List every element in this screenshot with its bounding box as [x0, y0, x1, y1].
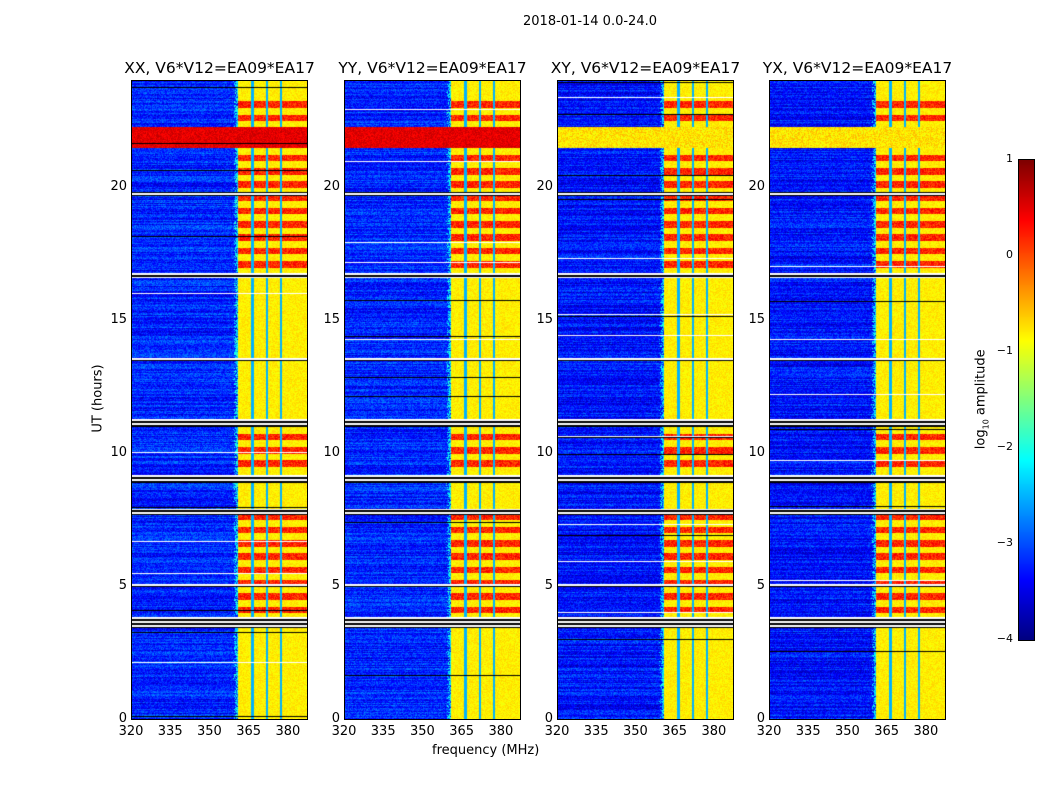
panel-title: XY, V6*V12=EA09*EA17 — [550, 59, 741, 77]
waterfall-panel — [557, 80, 734, 720]
x-tick-label: 320 — [756, 724, 782, 739]
y-tick-label: 20 — [748, 178, 765, 194]
x-tick-label: 380 — [275, 724, 301, 739]
colorbar-tick-label: −4 — [996, 632, 1013, 645]
panel-title: XX, V6*V12=EA09*EA17 — [124, 59, 315, 77]
colorbar-gradient — [1019, 160, 1034, 640]
y-tick-label: 20 — [110, 178, 127, 194]
panel-title: YX, V6*V12=EA09*EA17 — [762, 59, 953, 77]
x-tick-label: 320 — [331, 724, 357, 739]
figure-title: 2018-01-14 0.0-24.0 — [523, 14, 657, 29]
y-tick-label: 5 — [544, 577, 553, 593]
y-tick-label: 0 — [544, 711, 553, 726]
x-tick-label: 365 — [662, 724, 688, 739]
y-tick-label: 10 — [536, 444, 553, 460]
y-tick-label: 0 — [756, 711, 765, 726]
waterfall-panel — [131, 80, 308, 720]
x-tick-label: 320 — [118, 724, 144, 739]
y-tick-label: 20 — [536, 178, 553, 194]
y-tick-label: 10 — [323, 444, 340, 460]
y-tick-label: 5 — [331, 577, 340, 593]
colorbar-tick-label: 0 — [1006, 248, 1013, 261]
y-tick-label: 15 — [748, 311, 765, 327]
x-tick-label: 335 — [795, 724, 821, 739]
y-tick-label: 5 — [118, 577, 127, 593]
waterfall-panel — [344, 80, 521, 720]
y-tick-label: 0 — [118, 711, 127, 726]
x-tick-label: 380 — [701, 724, 727, 739]
x-tick-label: 350 — [623, 724, 648, 739]
x-tick-label: 335 — [370, 724, 396, 739]
y-tick-label: 10 — [748, 444, 765, 460]
waterfall-panel — [769, 80, 946, 720]
x-tick-label: 380 — [488, 724, 514, 739]
x-tick-label: 350 — [410, 724, 435, 739]
x-tick-label: 335 — [157, 724, 183, 739]
y-tick-label: 0 — [331, 711, 340, 726]
waterfall-heatmap — [345, 81, 520, 719]
x-tick-label: 350 — [835, 724, 860, 739]
colorbar-tick-label: −1 — [996, 344, 1013, 357]
panel-title: YY, V6*V12=EA09*EA17 — [338, 59, 527, 77]
x-tick-label: 365 — [236, 724, 262, 739]
y-tick-label: 15 — [110, 311, 127, 327]
x-tick-label: 350 — [197, 724, 222, 739]
x-tick-label: 320 — [544, 724, 570, 739]
y-tick-label: 5 — [756, 577, 765, 593]
x-tick-label: 380 — [913, 724, 939, 739]
waterfall-heatmap — [132, 81, 307, 719]
y-tick-label: 15 — [536, 311, 553, 327]
colorbar-tick-label: 1 — [1006, 152, 1013, 165]
y-tick-label: 10 — [110, 444, 127, 460]
colorbar — [1018, 159, 1035, 641]
colorbar-tick-label: −3 — [996, 536, 1013, 549]
x-tick-label: 365 — [449, 724, 475, 739]
colorbar-label: log10 amplitude — [973, 349, 991, 450]
y-axis-label: UT (hours) — [90, 364, 106, 433]
waterfall-heatmap — [770, 81, 945, 719]
x-tick-label: 365 — [874, 724, 900, 739]
x-axis-label: frequency (MHz) — [432, 743, 540, 758]
waterfall-heatmap — [558, 81, 733, 719]
y-tick-label: 15 — [323, 311, 340, 327]
colorbar-tick-label: −2 — [996, 440, 1013, 453]
y-tick-label: 20 — [323, 178, 340, 194]
x-tick-label: 335 — [583, 724, 609, 739]
